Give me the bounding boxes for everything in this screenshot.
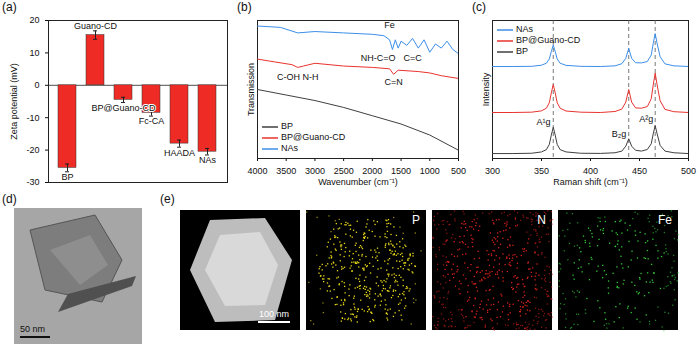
svg-text:P: P — [412, 213, 420, 227]
svg-text:Transmission: Transmission — [246, 63, 256, 116]
svg-text:Wavenumber (cm⁻¹): Wavenumber (cm⁻¹) — [318, 177, 398, 187]
svg-text:B₂g: B₂g — [612, 129, 627, 139]
html-text:BP: BP — [516, 46, 528, 56]
svg-text:0: 0 — [34, 80, 39, 90]
svg-text:450: 450 — [632, 166, 647, 176]
svg-text:2000: 2000 — [362, 166, 382, 176]
svg-text:50 nm: 50 nm — [20, 324, 45, 334]
svg-text:Zeta potential (mV): Zeta potential (mV) — [9, 63, 19, 140]
svg-text:350: 350 — [534, 166, 549, 176]
svg-text:Raman shift (cm⁻¹): Raman shift (cm⁻¹) — [553, 177, 628, 187]
svg-text:-10: -10 — [26, 113, 39, 123]
svg-text:3000: 3000 — [305, 166, 325, 176]
html-text:(c): (c) — [472, 0, 486, 14]
svg-text:(e): (e) — [160, 192, 175, 206]
svg-text:-20: -20 — [26, 145, 39, 155]
svg-text:500: 500 — [451, 166, 466, 176]
svg-text:-30: -30 — [26, 177, 39, 187]
html-text:(a): (a) — [2, 0, 17, 14]
svg-text:C=N: C=N — [384, 77, 402, 87]
svg-text:Fe: Fe — [384, 20, 395, 30]
svg-text:Guano-CD: Guano-CD — [74, 21, 118, 31]
svg-text:100 nm: 100 nm — [259, 309, 289, 319]
svg-text:A¹g: A¹g — [536, 117, 550, 127]
html-text:BP@Guano-CD: BP@Guano-CD — [516, 35, 581, 45]
html-text:NAs: NAs — [281, 143, 298, 153]
svg-text:300: 300 — [485, 166, 500, 176]
svg-text:20: 20 — [29, 15, 39, 25]
svg-text:NAs: NAs — [199, 155, 217, 165]
html-text:(b): (b) — [237, 0, 252, 14]
svg-text:BP@Guano-CD: BP@Guano-CD — [91, 103, 156, 113]
svg-text:3500: 3500 — [276, 166, 296, 176]
svg-text:Fc-CA: Fc-CA — [139, 116, 165, 126]
svg-text:A²g: A²g — [639, 114, 653, 124]
svg-text:1500: 1500 — [391, 166, 411, 176]
html-text:BP@Guano-CD: BP@Guano-CD — [281, 132, 346, 142]
svg-text:C=C: C=C — [403, 53, 422, 63]
svg-text:(d): (d) — [2, 192, 17, 206]
svg-text:500: 500 — [681, 166, 696, 176]
html-text:BP: BP — [281, 121, 293, 131]
svg-text:Intensity: Intensity — [481, 72, 491, 106]
svg-text:N: N — [537, 213, 546, 227]
svg-text:4000: 4000 — [247, 166, 267, 176]
svg-text:C-OH N-H: C-OH N-H — [277, 72, 319, 82]
svg-text:2500: 2500 — [334, 166, 354, 176]
svg-text:10: 10 — [29, 48, 39, 58]
html-text:NAs: NAs — [516, 24, 533, 34]
svg-text:BP: BP — [61, 172, 73, 182]
svg-text:Fe: Fe — [658, 213, 672, 227]
svg-text:1000: 1000 — [420, 166, 440, 176]
svg-text:NH-C=O: NH-C=O — [361, 53, 396, 63]
svg-text:400: 400 — [583, 166, 598, 176]
svg-text:HAADA: HAADA — [164, 148, 195, 158]
